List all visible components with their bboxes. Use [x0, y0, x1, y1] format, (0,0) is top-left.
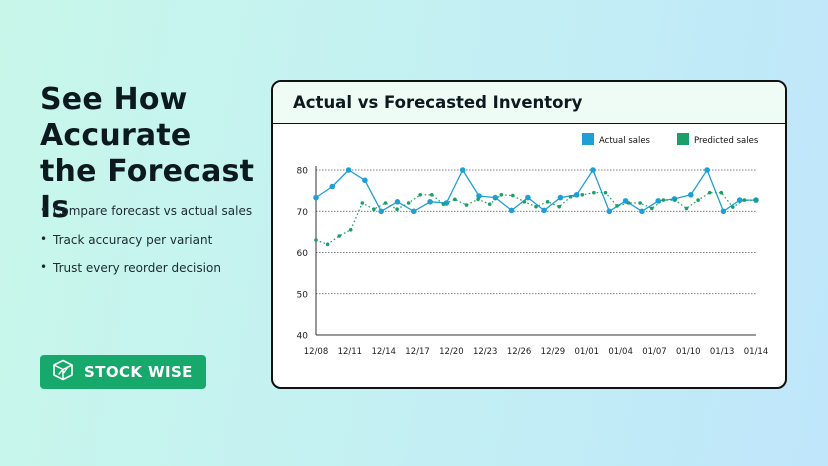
- x-tick-label: 01/10: [676, 347, 701, 357]
- predicted-sales-point: [348, 228, 353, 232]
- actual-sales-point: [557, 194, 564, 201]
- predicted-sales-point: [511, 193, 515, 198]
- feature-bullet-trust: Trust every reorder decision: [40, 260, 252, 275]
- actual-sales-point: [345, 167, 352, 173]
- x-tick-label: 01/13: [710, 347, 735, 357]
- feature-bullet-track: Track accuracy per variant: [40, 232, 252, 247]
- y-tick-label: 40: [297, 332, 309, 342]
- actual-sales-point: [606, 208, 613, 215]
- predicted-sales-point: [557, 204, 561, 209]
- predicted-sales-point: [615, 204, 619, 208]
- actual-sales-point: [394, 199, 401, 205]
- x-tick-label: 12/29: [541, 347, 566, 357]
- y-tick-label: 70: [297, 208, 309, 218]
- actual-sales-point: [590, 167, 596, 173]
- predicted-sales-point: [650, 206, 654, 211]
- actual-sales-point: [541, 207, 547, 214]
- actual-sales-point: [362, 177, 368, 184]
- predicted-sales-point: [383, 201, 388, 205]
- predicted-sales-point: [580, 193, 585, 197]
- y-tick-label: 80: [297, 167, 309, 177]
- actual-sales-point: [508, 207, 515, 214]
- x-tick-label: 01/01: [575, 347, 600, 357]
- predicted-sales-point: [707, 190, 712, 195]
- predicted-sales-point: [742, 198, 747, 202]
- feature-list: Compare forecast vs actual sales Track a…: [40, 203, 252, 290]
- x-tick-label: 01/14: [744, 347, 769, 357]
- actual-sales-point: [573, 192, 580, 198]
- actual-sales-legend-swatch: [582, 133, 594, 145]
- actual-sales-point: [459, 167, 466, 173]
- predicted-sales-point: [418, 193, 422, 197]
- predicted-sales-point: [638, 201, 642, 205]
- actual-sales-point: [736, 197, 743, 203]
- predicted-sales-point: [754, 198, 758, 202]
- predicted-sales-point: [325, 242, 330, 247]
- actual-sales-point: [411, 208, 417, 215]
- brand-name: STOCK WISE: [84, 363, 193, 381]
- predicted-sales-point: [464, 203, 469, 207]
- predicted-sales-point: [661, 198, 666, 202]
- predicted-sales-point: [441, 202, 446, 206]
- actual-sales-point: [639, 208, 645, 215]
- page-headline: See How Accurate the Forecast Is: [40, 82, 255, 225]
- x-tick-label: 01/04: [608, 347, 633, 357]
- predicted-sales-point: [696, 198, 700, 202]
- predicted-sales-point: [719, 190, 724, 195]
- x-tick-label: 12/17: [405, 347, 430, 357]
- predicted-sales-point: [476, 197, 480, 202]
- actual-sales-point: [378, 208, 384, 215]
- feature-bullet-compare: Compare forecast vs actual sales: [40, 203, 252, 218]
- predicted-sales-point: [453, 197, 457, 202]
- actual-sales-point: [720, 208, 727, 215]
- actual-sales-line: [315, 169, 756, 212]
- actual-sales-point: [313, 194, 319, 201]
- predicted-sales-point: [592, 190, 596, 195]
- x-tick-label: 12/26: [507, 347, 531, 357]
- predicted-sales-point: [673, 198, 677, 202]
- actual-sales-point: [492, 194, 499, 201]
- actual-sales-point: [525, 194, 531, 201]
- predicted-sales-point: [499, 193, 504, 197]
- actual-sales-point: [688, 192, 694, 198]
- predicted-sales-point: [626, 201, 631, 205]
- chart-card: Actual vs Forecasted Inventory 40 50 60 70 8…: [271, 80, 787, 389]
- brand-badge[interactable]: STOCK WISE: [40, 355, 206, 389]
- predicted-sales-point: [545, 200, 550, 204]
- predicted-sales-point: [337, 234, 341, 238]
- x-tick-label: 12/14: [371, 347, 396, 357]
- x-tick-label: 01/07: [642, 347, 667, 357]
- predicted-sales-point: [684, 206, 689, 211]
- chart-title: Actual vs Forecasted Inventory: [293, 93, 583, 112]
- stockwise-cube-logo-icon: [52, 359, 74, 385]
- predicted-sales-line: [315, 192, 756, 245]
- actual-sales-legend-label: Actual sales: [599, 136, 651, 146]
- predicted-sales-point: [360, 201, 365, 205]
- y-tick-label: 60: [297, 249, 309, 259]
- x-tick-label: 12/23: [473, 347, 498, 357]
- predicted-sales-point: [430, 193, 434, 197]
- predicted-sales-legend-swatch: [677, 133, 689, 145]
- predicted-sales-point: [731, 205, 735, 209]
- predicted-sales-point: [395, 207, 399, 211]
- predicted-sales-point: [314, 238, 318, 242]
- predicted-sales-point: [522, 200, 527, 204]
- predicted-sales-legend-label: Predicted sales: [694, 136, 759, 146]
- predicted-sales-point: [406, 201, 411, 205]
- predicted-sales-point: [603, 190, 608, 195]
- actual-sales-point: [704, 167, 710, 173]
- line-chart: 40 50 60 70 80 12/08 12/11 12/14 12/17 12/20 12/23…: [297, 133, 769, 357]
- x-tick-label: 12/08: [304, 347, 329, 357]
- x-tick-label: 12/20: [439, 347, 464, 357]
- predicted-sales-point: [487, 202, 492, 206]
- actual-sales-point: [476, 193, 482, 199]
- predicted-sales-point: [534, 204, 538, 209]
- x-tick-label: 12/11: [338, 347, 363, 357]
- predicted-sales-point: [568, 195, 573, 199]
- chart-header: Actual vs Forecasted Inventory: [273, 82, 785, 124]
- actual-sales-point: [427, 199, 433, 205]
- actual-sales-point: [329, 183, 336, 190]
- y-tick-label: 50: [297, 290, 309, 300]
- predicted-sales-point: [372, 207, 376, 211]
